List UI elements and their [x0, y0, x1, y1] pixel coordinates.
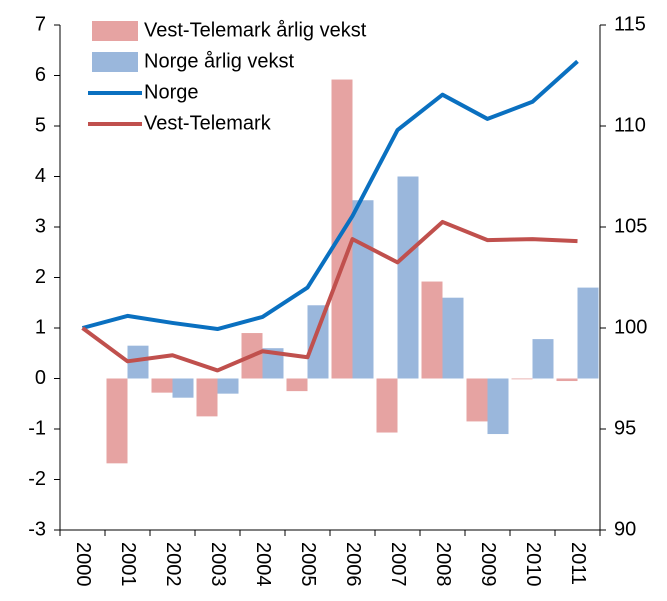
bar	[556, 378, 578, 382]
bar	[577, 287, 599, 379]
x-tick-label: 2008	[432, 542, 454, 587]
y-tick-label: -3	[28, 518, 46, 540]
y2-tick-label: 100	[614, 316, 647, 338]
bar	[196, 378, 218, 417]
legend-label: Norge årlig vekst	[144, 50, 295, 72]
bar	[352, 200, 374, 379]
y-tick-label: -2	[28, 468, 46, 490]
x-tick-label: 2010	[522, 542, 544, 587]
bar	[151, 378, 173, 393]
bar	[106, 378, 128, 464]
bar	[307, 305, 329, 379]
bar	[511, 378, 533, 380]
y2-tick-label: 90	[614, 518, 636, 540]
x-tick-label: 2007	[387, 542, 409, 587]
x-tick-label: 2001	[117, 542, 139, 587]
legend-label: Vest-Telemark årlig vekst	[144, 19, 367, 41]
x-tick-label: 2005	[297, 542, 319, 587]
y-tick-label: 5	[35, 114, 46, 136]
bar	[127, 345, 149, 379]
x-tick-label: 2009	[477, 542, 499, 587]
bar	[376, 378, 398, 433]
bar	[532, 339, 554, 379]
y2-tick-label: 110	[614, 114, 646, 136]
legend-swatch	[92, 21, 138, 41]
bar	[487, 378, 509, 435]
bar	[466, 378, 488, 422]
y2-tick-label: 105	[614, 215, 647, 237]
x-tick-label: 2000	[72, 542, 94, 587]
bar	[421, 281, 443, 379]
line	[81, 219, 578, 373]
bar	[442, 297, 464, 379]
x-tick-label: 2006	[342, 542, 364, 587]
bar	[397, 176, 419, 379]
x-tick-label: 2002	[162, 542, 184, 587]
legend-swatch	[92, 52, 138, 72]
y-tick-label: 1	[35, 316, 46, 338]
y2-tick-label: 95	[614, 417, 636, 439]
x-tick-label: 2003	[207, 542, 229, 587]
bar	[262, 348, 284, 379]
legend-label: Norge	[144, 81, 198, 103]
y-tick-label: 7	[35, 13, 46, 35]
x-tick-label: 2004	[252, 542, 274, 587]
line	[81, 59, 579, 332]
legend-label: Vest-Telemark	[144, 112, 272, 134]
x-tick-label: 2011	[567, 542, 589, 585]
bar	[172, 378, 194, 398]
y-tick-label: -1	[28, 417, 46, 439]
bar	[286, 378, 308, 392]
y-tick-label: 6	[35, 64, 46, 86]
y-tick-label: 2	[35, 266, 46, 288]
y-tick-label: 0	[35, 367, 46, 389]
y2-tick-label: 115	[614, 13, 646, 35]
y-tick-label: 4	[35, 165, 46, 187]
bar	[217, 378, 239, 394]
y-tick-label: 3	[35, 215, 46, 237]
